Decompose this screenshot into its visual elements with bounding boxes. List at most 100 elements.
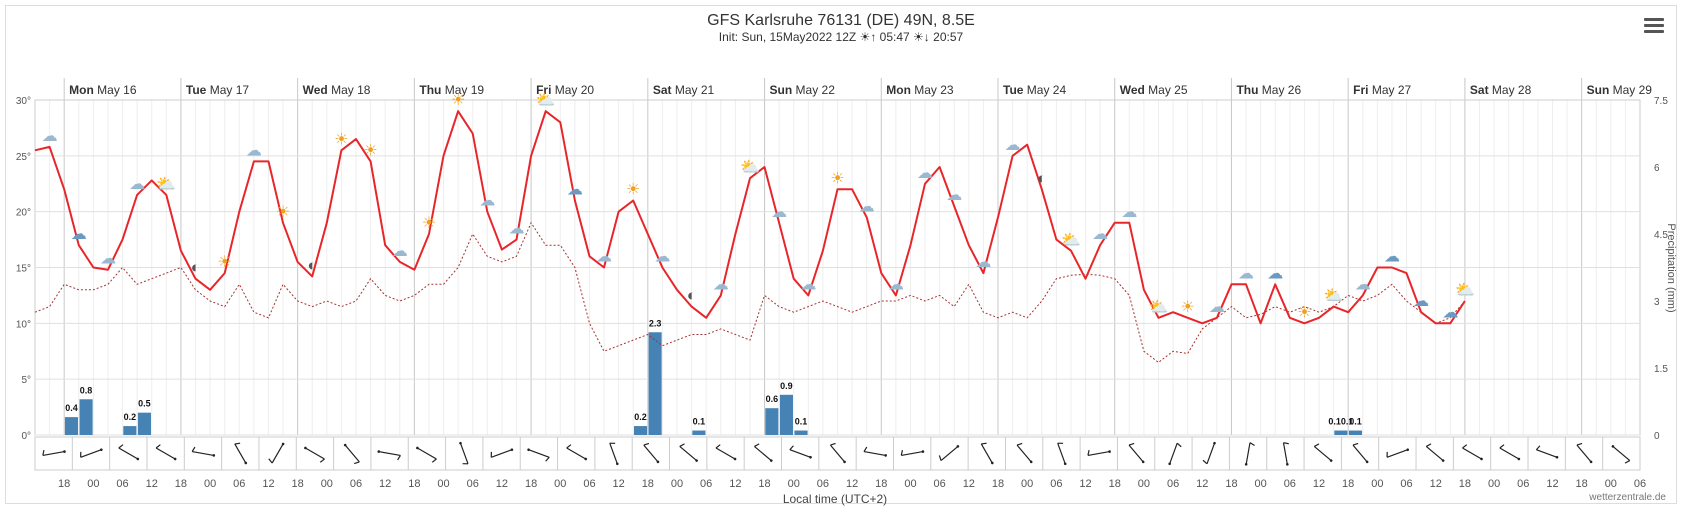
hour-tick-label: 18 <box>1459 478 1471 490</box>
wind-barb-shaft <box>901 450 924 457</box>
day-label: Fri May 27 <box>1353 83 1411 97</box>
weather-cloud-icon: ☁ <box>246 142 262 159</box>
y-right-tick-label: 3 <box>1654 297 1660 308</box>
wind-barb-shaft <box>80 449 102 458</box>
hour-tick-label: 12 <box>496 478 508 490</box>
day-of-week: Fri <box>536 83 551 97</box>
hour-tick-label: 06 <box>467 478 479 490</box>
day-date: May 23 <box>911 83 954 97</box>
weather-cloud-icon: ☁ <box>975 254 991 271</box>
weather-sun-icon: ☀ <box>626 182 640 199</box>
wind-barb-icon <box>1016 442 1033 464</box>
sunrise-time: 05:47 <box>879 30 910 44</box>
precip-bar <box>137 412 151 435</box>
hour-tick-label: 00 <box>437 478 449 490</box>
precip-bar <box>1348 430 1363 435</box>
wind-barb-shaft <box>789 449 811 458</box>
hour-tick-label: 18 <box>525 478 537 490</box>
precip-bar <box>794 430 808 435</box>
day-label: Fri May 20 <box>536 83 594 97</box>
precip-bar <box>79 399 93 435</box>
hamburger-menu-icon[interactable] <box>1644 18 1664 34</box>
wind-barb-shaft <box>829 444 846 463</box>
wind-barb-icon <box>1462 444 1483 461</box>
day-label: Thu May 19 <box>419 83 484 97</box>
weather-cloud-icon: ☁ <box>392 243 408 260</box>
wind-barb-shaft <box>118 447 139 460</box>
wind-barb-flag <box>1283 442 1289 445</box>
weather-cloud-icon: ☁ <box>100 251 116 268</box>
wind-barb-head <box>212 454 216 457</box>
weather-cloud-rain-icon: ☁ <box>71 226 87 243</box>
weather-cloud-rain-icon: ☁ <box>1457 282 1473 299</box>
wind-barb-shaft <box>1128 444 1144 463</box>
temperature-line <box>34 110 1466 325</box>
hour-tick-label: 00 <box>1605 478 1617 490</box>
wind-barb-flag <box>42 450 45 456</box>
hour-tick-label: 18 <box>292 478 304 490</box>
weather-sun-icon: ☀ <box>1297 304 1311 321</box>
wind-barb-icon <box>643 442 660 464</box>
wind-barb-head <box>1589 460 1593 464</box>
dewpoint-line <box>34 221 1466 364</box>
hour-tick-label: 06 <box>700 478 712 490</box>
precip-bar <box>765 408 779 435</box>
init-text: Init: Sun, 15May2022 12Z <box>718 30 857 44</box>
day-label: Tue May 24 <box>1003 83 1066 97</box>
hour-tick-label: 18 <box>1109 478 1121 490</box>
wind-barb-flag <box>268 458 273 464</box>
wind-barb-flag <box>1176 442 1182 448</box>
wind-barb-flag <box>863 446 868 452</box>
y-right-axis-label: Precipitation (mm) <box>1665 223 1677 312</box>
hour-tick-label: 00 <box>904 478 916 490</box>
weather-cloud-icon: ☁ <box>1121 204 1137 221</box>
wind-barb-shaft <box>1386 449 1408 458</box>
weather-cloud-rain-icon: ☁ <box>1267 265 1283 282</box>
wind-barb-flag <box>715 444 721 449</box>
wind-barb-head <box>695 459 698 462</box>
day-label: Thu May 26 <box>1236 83 1301 97</box>
day-label: Wed May 18 <box>303 83 371 97</box>
wind-barb-icon <box>191 446 216 457</box>
hour-tick-label: 00 <box>788 478 800 490</box>
y-right-tick-label: 4.5 <box>1654 230 1668 241</box>
wind-barb-head <box>281 442 285 446</box>
wind-barb-flag <box>830 442 836 446</box>
wind-barb-shaft <box>980 443 993 464</box>
weather-cloud-icon: ☁ <box>946 187 962 204</box>
wind-barb-head <box>343 443 347 447</box>
hour-tick-label: 00 <box>1255 478 1267 490</box>
weather-cloud-rain-icon: ☁ <box>1442 304 1458 321</box>
wind-barb-shaft <box>1313 445 1332 462</box>
wind-barb-shaft <box>863 450 886 457</box>
weather-cloud-icon: ☁ <box>1355 276 1371 293</box>
precip-data-label: 0.1 <box>693 417 706 427</box>
credit-text: wetterzentrale.de <box>1588 492 1666 503</box>
precip-bar <box>64 417 79 435</box>
wind-barb-shaft <box>566 447 587 460</box>
weather-sun-cloud-icon: ⛅ <box>156 176 176 193</box>
day-of-week: Sat <box>653 83 672 97</box>
chart-subtitle: Init: Sun, 15May2022 12Z ☀↑ 05:47 ☀↓ 20:… <box>0 30 1682 44</box>
precip-data-label: 0.8 <box>80 385 93 395</box>
y-left-tick-label: 0° <box>21 431 31 442</box>
hour-tick-label: 06 <box>1167 478 1179 490</box>
day-date: May 17 <box>206 83 249 97</box>
day-date: May 22 <box>792 83 835 97</box>
y-right-tick-label: 0 <box>1654 431 1660 442</box>
hour-tick-label: 06 <box>817 478 829 490</box>
y-left-tick-label: 15° <box>16 264 31 275</box>
day-date: May 29 <box>1609 83 1652 97</box>
wind-barb-icon <box>938 445 960 462</box>
wind-barb-flag <box>1087 450 1090 456</box>
wind-barb-head <box>616 462 619 466</box>
wind-barb-icon <box>118 444 140 461</box>
weather-cloud-rain-icon: ☁ <box>1384 249 1400 266</box>
wind-barb-head <box>173 457 177 461</box>
day-of-week: Wed <box>1120 83 1145 97</box>
wind-barb-icon <box>304 446 325 463</box>
day-of-week: Mon <box>886 83 911 97</box>
hour-tick-label: 12 <box>379 478 391 490</box>
wind-barb-flag <box>1016 442 1023 446</box>
